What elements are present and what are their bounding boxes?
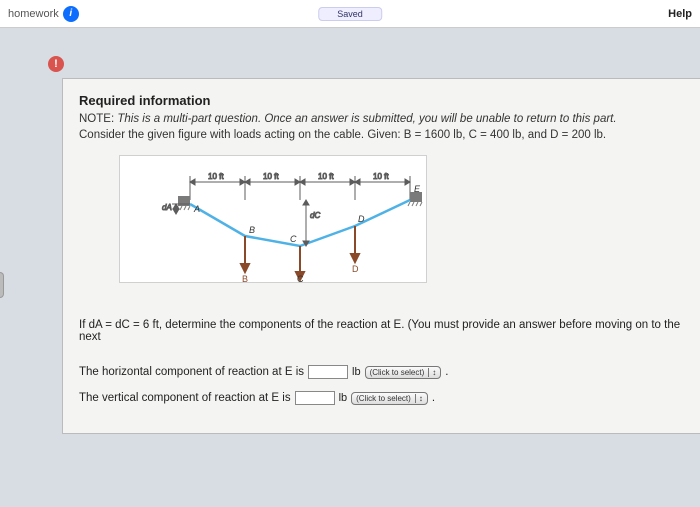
load-B: B [242, 274, 248, 284]
alert-icon: ! [48, 56, 64, 72]
caret-icon-2: ↕ [415, 394, 423, 403]
load-D: D [352, 264, 359, 274]
vertical-select[interactable]: (Click to select) ↕ [351, 392, 428, 405]
horizontal-select[interactable]: (Click to select) ↕ [365, 366, 442, 379]
period-2: . [432, 392, 435, 404]
dim-2: 10 ft [263, 172, 279, 181]
label-C-cable: C [290, 234, 297, 244]
select-text-2: (Click to select) [356, 394, 411, 403]
period-1: . [445, 366, 448, 378]
note-text: NOTE: This is a multi-part question. Onc… [79, 112, 685, 143]
answer-row-horizontal: The horizontal component of reaction at … [79, 365, 685, 379]
load-C: C [297, 274, 304, 284]
horizontal-input[interactable] [308, 365, 348, 379]
dim-1: 10 ft [208, 172, 224, 181]
note-rest: Consider the given figure with loads act… [79, 129, 606, 141]
note-italic: This is a multi-part question. Once an a… [117, 113, 616, 125]
label-D-cable: D [358, 214, 365, 224]
label-A: A [193, 204, 200, 214]
answer-row-vertical: The vertical component of reaction at E … [79, 391, 685, 405]
figure: 10 ft 10 ft 10 ft 10 ft [119, 155, 427, 283]
dim-4: 10 ft [373, 172, 389, 181]
row1-label: The horizontal component of reaction at … [79, 366, 304, 378]
info-icon[interactable]: i [63, 6, 79, 22]
dim-3: 10 ft [318, 172, 334, 181]
note-prefix: NOTE: [79, 113, 117, 125]
label-dC: dC [310, 211, 320, 220]
label-dA: dA [162, 203, 172, 212]
saved-pill: Saved [318, 7, 382, 21]
select-text-1: (Click to select) [370, 368, 425, 377]
vertical-input[interactable] [295, 391, 335, 405]
unit-2: lb [339, 392, 348, 404]
caret-icon: ↕ [428, 368, 436, 377]
homework-label: homework [8, 8, 59, 20]
label-B-cable: B [249, 225, 255, 235]
required-info-title: Required information [79, 93, 685, 108]
question-card: Required information NOTE: This is a mul… [62, 78, 700, 434]
row2-label: The vertical component of reaction at E … [79, 392, 291, 404]
unit-1: lb [352, 366, 361, 378]
help-link[interactable]: Help [668, 8, 692, 20]
question-text: If dA = dC = 6 ft, determine the compone… [79, 319, 685, 343]
label-E: E [414, 184, 421, 194]
